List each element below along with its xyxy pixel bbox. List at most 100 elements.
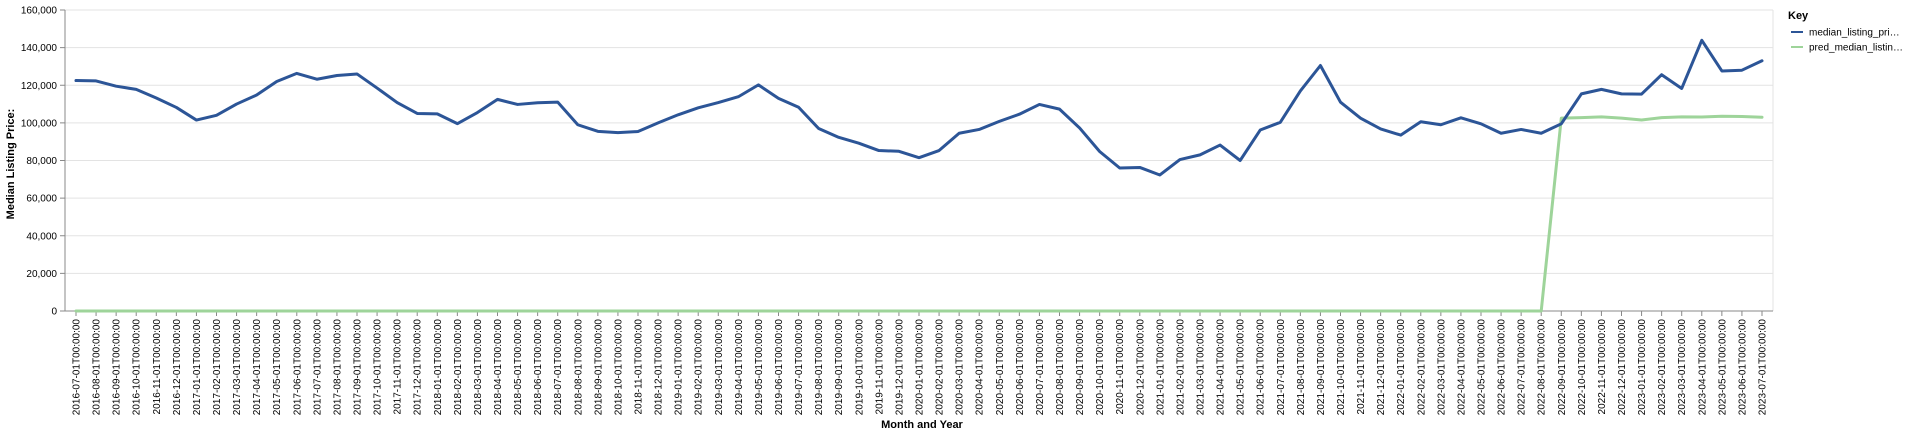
data-point — [616, 131, 620, 135]
x-tick-label: 2017-11-01T00:00:00 — [393, 319, 404, 415]
data-point — [1298, 309, 1302, 313]
data-point — [576, 309, 580, 313]
y-tick-label: 0 — [51, 307, 57, 318]
data-point — [817, 127, 821, 131]
data-point — [1720, 114, 1724, 118]
data-point — [1158, 173, 1162, 177]
y-tick-label: 20,000 — [26, 269, 57, 280]
x-tick-label: 2016-08-01T00:00:00 — [92, 319, 103, 416]
data-point — [1037, 309, 1041, 313]
data-point — [897, 149, 901, 153]
data-point — [556, 100, 560, 104]
x-tick-label: 2018-03-01T00:00:00 — [473, 319, 484, 416]
data-point — [696, 309, 700, 313]
x-tick-label: 2020-09-01T00:00:00 — [1075, 319, 1086, 416]
x-tick-label: 2019-01-01T00:00:00 — [674, 319, 685, 416]
series-lines — [74, 38, 1764, 313]
x-tick-label: 2018-11-01T00:00:00 — [634, 319, 645, 415]
data-point — [1640, 92, 1644, 96]
data-point — [1599, 115, 1603, 119]
data-point — [596, 129, 600, 133]
x-tick-label: 2020-07-01T00:00:00 — [1035, 319, 1046, 416]
data-point — [1459, 309, 1463, 313]
data-point — [837, 135, 841, 139]
data-point — [1359, 116, 1363, 120]
data-point — [1138, 165, 1142, 169]
x-tick-label: 2021-11-01T00:00:00 — [1356, 319, 1367, 415]
x-tick-label: 2017-09-01T00:00:00 — [353, 319, 364, 416]
data-point — [817, 309, 821, 313]
data-point — [1760, 59, 1764, 63]
x-tick-label: 2021-09-01T00:00:00 — [1316, 319, 1327, 416]
data-point — [977, 309, 981, 313]
x-tick-label: 2017-07-01T00:00:00 — [312, 319, 323, 416]
data-point — [797, 105, 801, 109]
data-point — [1158, 309, 1162, 313]
data-point — [636, 130, 640, 134]
x-tick-label: 2019-12-01T00:00:00 — [894, 319, 905, 416]
data-point — [1058, 309, 1062, 313]
data-point — [1017, 112, 1021, 116]
data-point — [1680, 86, 1684, 90]
y-tick-label: 80,000 — [26, 156, 57, 167]
data-point — [1278, 309, 1282, 313]
x-tick-label: 2019-10-01T00:00:00 — [854, 319, 865, 416]
x-tick-label: 2022-07-01T00:00:00 — [1517, 319, 1528, 416]
data-point — [355, 309, 359, 313]
data-point — [194, 309, 198, 313]
x-tick-label: 2019-06-01T00:00:00 — [774, 319, 785, 416]
x-tick-label: 2018-05-01T00:00:00 — [513, 319, 524, 416]
x-tick-label: 2020-08-01T00:00:00 — [1055, 319, 1066, 416]
data-point — [1660, 73, 1664, 77]
data-point — [696, 106, 700, 110]
data-point — [636, 309, 640, 313]
data-point — [1078, 309, 1082, 313]
x-tick-label: 2018-08-01T00:00:00 — [573, 319, 584, 416]
data-point — [1640, 118, 1644, 122]
x-tick-label: 2022-10-01T00:00:00 — [1577, 319, 1588, 416]
data-point — [455, 122, 459, 126]
data-point — [1339, 100, 1343, 104]
data-point — [516, 309, 520, 313]
x-tick-label: 2021-05-01T00:00:00 — [1236, 319, 1247, 416]
data-point — [1439, 123, 1443, 127]
data-point — [957, 131, 961, 135]
data-point — [1058, 107, 1062, 111]
data-point — [1539, 309, 1543, 313]
x-tick-label: 2016-07-01T00:00:00 — [72, 319, 83, 416]
data-point — [1318, 309, 1322, 313]
data-point — [1519, 309, 1523, 313]
x-tick-label: 2023-04-01T00:00:00 — [1697, 319, 1708, 416]
data-point — [1258, 309, 1262, 313]
data-point — [1539, 131, 1543, 135]
data-point — [415, 111, 419, 115]
data-point — [616, 309, 620, 313]
data-point — [1298, 89, 1302, 93]
x-tick-label: 2018-10-01T00:00:00 — [613, 319, 624, 416]
data-point — [1098, 309, 1102, 313]
data-point — [1740, 114, 1744, 118]
x-tick-label: 2021-06-01T00:00:00 — [1256, 319, 1267, 416]
x-tick-label: 2020-01-01T00:00:00 — [915, 319, 926, 416]
x-tick-label: 2018-09-01T00:00:00 — [593, 319, 604, 416]
data-point — [1339, 309, 1343, 313]
data-point — [917, 156, 921, 160]
x-tick-label: 2018-07-01T00:00:00 — [553, 319, 564, 416]
data-point — [756, 309, 760, 313]
x-tick-label: 2018-04-01T00:00:00 — [493, 319, 504, 416]
x-tick-label: 2020-11-01T00:00:00 — [1115, 319, 1126, 415]
data-point — [857, 141, 861, 145]
data-point — [797, 309, 801, 313]
data-point — [355, 72, 359, 76]
data-point — [656, 309, 660, 313]
data-point — [375, 86, 379, 90]
legend-label: median_listing_pri… — [1809, 28, 1900, 39]
x-tick-label: 2016-09-01T00:00:00 — [112, 319, 123, 416]
data-point — [1379, 309, 1383, 313]
data-point — [777, 309, 781, 313]
data-point — [1419, 120, 1423, 124]
data-point — [395, 101, 399, 105]
x-tick-label: 2022-02-01T00:00:00 — [1416, 319, 1427, 416]
data-point — [997, 119, 1001, 123]
